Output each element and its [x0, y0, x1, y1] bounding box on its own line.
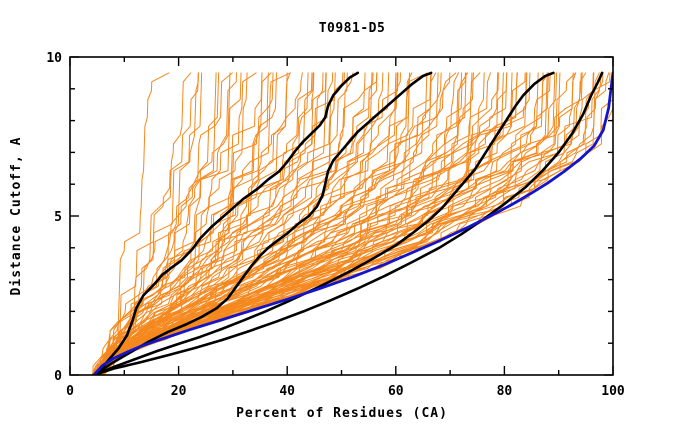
plot-frame	[69, 56, 614, 376]
x-tick-label: 100	[601, 384, 625, 399]
model-curve	[102, 72, 577, 375]
page-title: T0981-D5	[319, 21, 386, 36]
model-curve	[103, 72, 200, 375]
model-curve	[101, 72, 217, 375]
x-tick-label: 0	[66, 384, 74, 399]
model-curve	[92, 72, 574, 375]
model-curve	[96, 72, 237, 375]
x-tick-label: 40	[279, 384, 295, 399]
model-curve	[93, 72, 327, 375]
highlighted-model-curves	[92, 71, 604, 375]
reference-curve-path	[92, 71, 613, 375]
model-curve-ensemble	[91, 72, 613, 375]
model-curve	[97, 72, 313, 375]
model-curve	[102, 72, 451, 375]
y-tick-label: 10	[46, 51, 62, 66]
model-curve	[99, 72, 233, 375]
x-tick-label: 20	[171, 384, 187, 399]
highlight-curve-path	[93, 71, 555, 375]
highlight-curve-path	[94, 71, 360, 375]
model-curve	[94, 72, 474, 375]
x-axis-title: Percent of Residues (CA)	[236, 406, 448, 421]
model-curve	[92, 72, 348, 375]
x-tick-label: 80	[497, 384, 513, 399]
model-curve	[101, 72, 432, 375]
model-curve	[91, 72, 345, 375]
model-curve	[99, 72, 442, 375]
model-curve	[98, 72, 463, 375]
x-axis-tick-labels: 0 20 40 60 80 100	[66, 384, 625, 399]
model-curve	[103, 72, 485, 375]
model-curve	[101, 72, 242, 375]
x-tick-label: 60	[388, 384, 404, 399]
model-curve	[92, 72, 437, 375]
model-curve	[94, 72, 291, 375]
model-curve	[102, 72, 583, 375]
y-tick-label: 5	[54, 210, 62, 225]
y-axis-title: Distance Cutoff, A	[9, 137, 24, 296]
y-axis-tick-labels: 0 5 10	[46, 51, 62, 384]
model-curve	[91, 72, 561, 375]
model-curve	[98, 72, 410, 375]
y-tick-label: 0	[54, 369, 62, 384]
model-curve	[101, 72, 203, 375]
reference-curve	[92, 71, 613, 375]
highlight-curve-path	[92, 71, 604, 375]
highlight-curve-path	[93, 71, 433, 375]
model-curve	[93, 72, 397, 375]
model-curve	[95, 72, 231, 375]
